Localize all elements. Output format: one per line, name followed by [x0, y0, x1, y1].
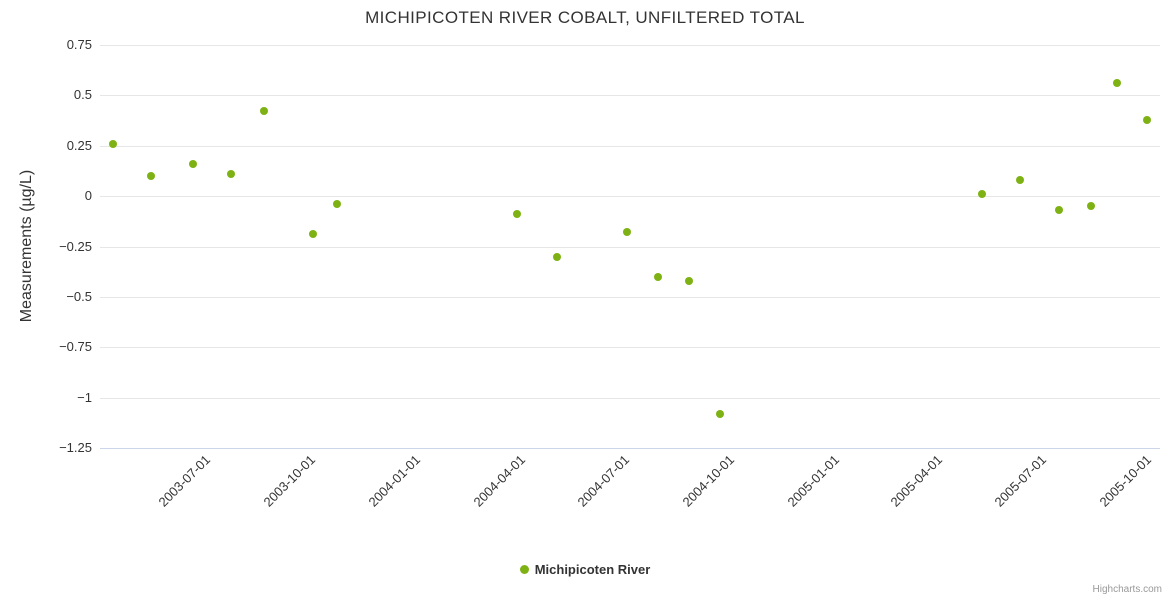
y-gridline [100, 196, 1160, 197]
y-gridline [100, 347, 1160, 348]
legend[interactable]: Michipicoten River [0, 562, 1170, 577]
data-point[interactable] [715, 409, 724, 418]
x-axis-tick-label: 2005-10-01 [1095, 452, 1154, 510]
y-axis-tick-label: 0.5 [73, 87, 92, 102]
data-point[interactable] [332, 200, 341, 209]
y-axis-tick-label: −1 [77, 390, 92, 405]
legend-marker-icon [519, 565, 529, 574]
data-point[interactable] [227, 169, 236, 178]
chart-title: MICHIPICOTEN RIVER COBALT, UNFILTERED TO… [365, 8, 805, 27]
data-point[interactable] [1143, 115, 1152, 124]
y-axis-tick-label: −0.25 [59, 239, 92, 254]
x-axis-tick-label: 2005-04-01 [886, 452, 945, 510]
y-gridline [100, 247, 1160, 248]
data-point[interactable] [623, 228, 632, 237]
data-point[interactable] [108, 139, 117, 148]
y-gridline [100, 297, 1160, 298]
y-axis-tick-label: 0.25 [66, 138, 92, 153]
x-axis-tick-label: 2004-10-01 [678, 452, 737, 510]
legend-label: Michipicoten River [534, 562, 651, 577]
x-axis-tick-label: 2004-01-01 [364, 452, 423, 510]
y-axis-tick-label: 0 [84, 188, 92, 203]
y-gridline [100, 146, 1160, 147]
y-axis-tick-label: −1.25 [59, 440, 92, 455]
data-point[interactable] [1112, 79, 1121, 88]
y-axis-tick-label: −0.75 [59, 339, 92, 354]
y-gridline [100, 95, 1160, 96]
y-axis-tick-label: −0.5 [66, 289, 92, 304]
data-point[interactable] [1055, 206, 1064, 215]
data-point[interactable] [1087, 202, 1096, 211]
data-point[interactable] [684, 276, 693, 285]
data-point[interactable] [1016, 176, 1025, 184]
data-point[interactable] [977, 190, 986, 199]
data-point[interactable] [188, 159, 197, 168]
x-axis-tick-label: 2004-04-01 [469, 452, 528, 510]
x-axis-tick-label: 2005-01-01 [783, 452, 842, 510]
data-point[interactable] [308, 230, 317, 239]
y-axis-tick-label: 0.75 [66, 37, 92, 52]
data-point[interactable] [147, 171, 156, 180]
y-gridline [100, 398, 1160, 399]
data-point[interactable] [654, 272, 662, 281]
data-point[interactable] [259, 107, 268, 116]
x-axis-tick-label: 2003-10-01 [259, 452, 318, 510]
x-axis-tick-label: 2005-07-01 [990, 452, 1049, 510]
x-axis-line [100, 448, 1160, 449]
data-point[interactable] [553, 252, 562, 261]
x-axis-tick-label: 2003-07-01 [154, 452, 213, 510]
highcharts-credits[interactable]: Highcharts.com [1092, 584, 1162, 595]
data-point[interactable] [513, 210, 522, 219]
x-axis-tick-label: 2004-07-01 [573, 452, 632, 510]
y-gridline [100, 45, 1160, 46]
